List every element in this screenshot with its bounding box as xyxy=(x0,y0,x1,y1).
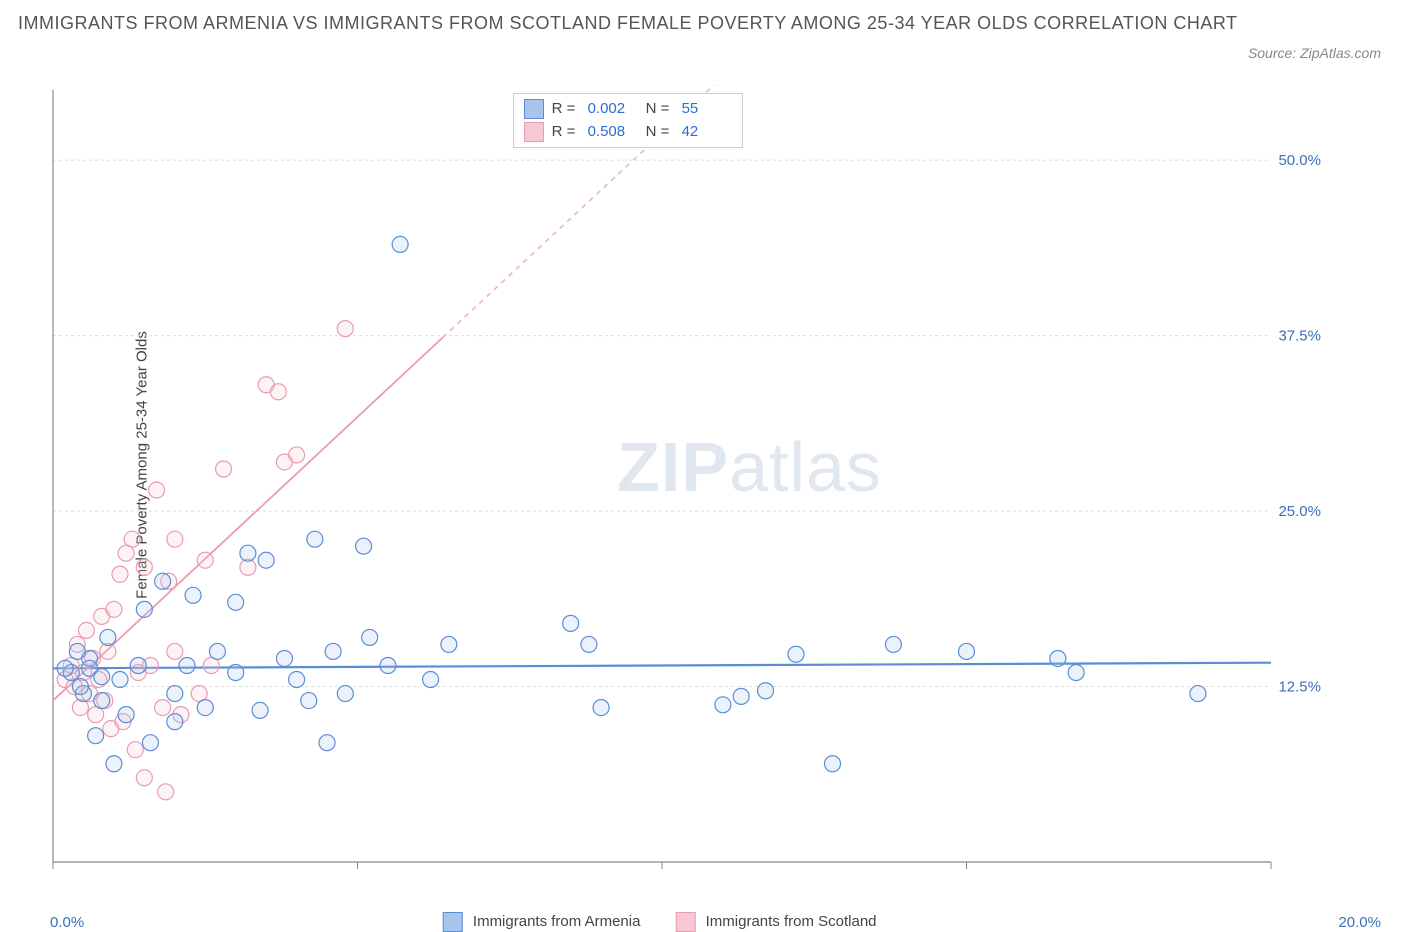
scatter-plot-svg: 12.5% 25.0% 37.5% 50.0% xyxy=(45,85,1326,880)
svg-text:37.5%: 37.5% xyxy=(1278,328,1321,345)
series-legend: Immigrants from Armenia Immigrants from … xyxy=(443,912,877,932)
chart-plot-area: 12.5%25.0%37.5%50.0% ZIPatlas R =0.002N … xyxy=(45,85,1326,880)
x-axis-min-label: 0.0% xyxy=(50,914,84,931)
legend-swatch-icon xyxy=(675,912,695,932)
legend-label: Immigrants from Armenia xyxy=(473,913,641,930)
svg-text:25.0%: 25.0% xyxy=(1278,503,1321,520)
legend-swatch-icon xyxy=(443,912,463,932)
svg-text:50.0%: 50.0% xyxy=(1278,152,1321,169)
chart-title: IMMIGRANTS FROM ARMENIA VS IMMIGRANTS FR… xyxy=(18,10,1386,37)
legend-item-scotland: Immigrants from Scotland xyxy=(675,912,876,932)
x-axis-max-label: 20.0% xyxy=(1338,914,1381,931)
source-citation: Source: ZipAtlas.com xyxy=(1248,45,1381,61)
svg-text:12.5%: 12.5% xyxy=(1278,679,1321,696)
correlation-stats-box: R =0.002N =55R =0.508N =42 xyxy=(513,93,743,148)
legend-label: Immigrants from Scotland xyxy=(706,913,877,930)
legend-item-armenia: Immigrants from Armenia xyxy=(443,912,641,932)
